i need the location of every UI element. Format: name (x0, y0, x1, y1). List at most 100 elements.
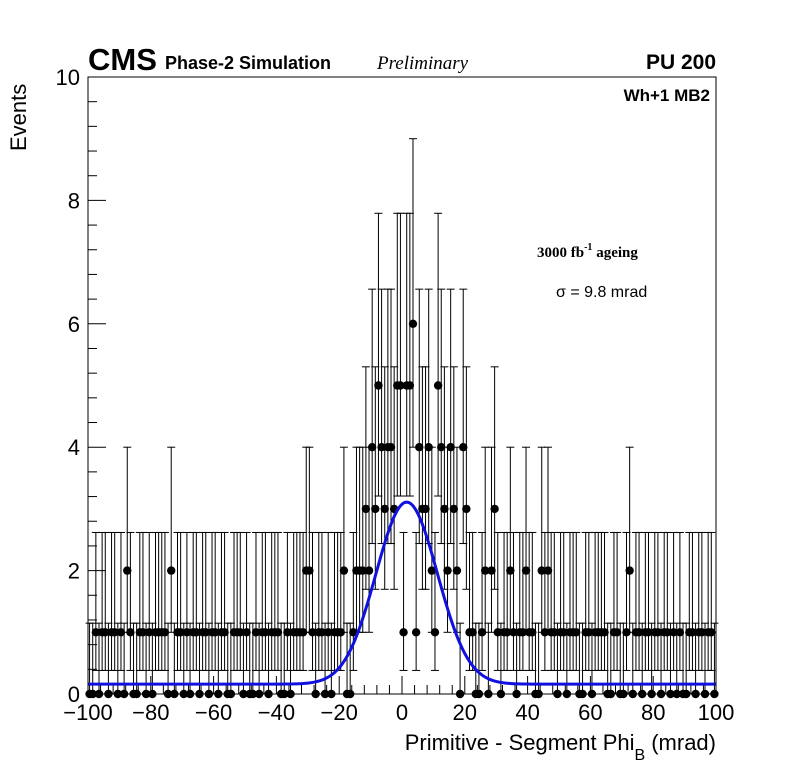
data-point (411, 628, 421, 637)
data-point (559, 628, 568, 637)
data-point (242, 628, 251, 637)
data-point (91, 628, 101, 637)
data-point (452, 566, 462, 575)
data-point (145, 628, 154, 637)
data-point (688, 628, 697, 637)
x-tick-label: −80 (132, 700, 169, 725)
preliminary-label: Preliminary (376, 53, 469, 74)
data-point (138, 628, 148, 637)
data-point (675, 628, 685, 637)
data-point (201, 628, 210, 637)
cms-label: CMS (88, 42, 157, 77)
data-point (273, 628, 283, 637)
data-point (415, 443, 424, 452)
x-tick-label: 40 (515, 700, 539, 725)
data-point (210, 628, 220, 637)
data-point (459, 443, 468, 452)
data-point (528, 628, 537, 637)
fit-curve (88, 500, 716, 686)
data-point (634, 628, 644, 637)
luminosity-label: 3000 fb-1 ageing (537, 242, 638, 261)
data-point (371, 504, 380, 514)
x-tick-label: −40 (258, 700, 295, 725)
y-tick-label: 8 (68, 188, 80, 213)
data-point (176, 628, 185, 637)
data-point (600, 628, 609, 637)
data-point (449, 504, 459, 514)
data-point (408, 319, 418, 328)
data-point (433, 381, 443, 390)
data-point (308, 628, 317, 637)
data-point (543, 566, 553, 575)
station-label: Wh+1 MB2 (624, 86, 710, 105)
data-point (437, 443, 446, 452)
y-tick-label: 2 (68, 559, 80, 584)
data-point (396, 381, 405, 390)
data-point (518, 628, 528, 637)
x-tick-label: 20 (453, 700, 477, 725)
x-axis-title: Primitive - Segment PhiB(mrad) (405, 730, 716, 764)
data-point (182, 628, 192, 637)
data-point (126, 628, 135, 637)
x-tick-label: 60 (578, 700, 602, 725)
data-point (192, 628, 201, 637)
data-point (101, 628, 110, 637)
data-point (644, 628, 653, 637)
data-point (336, 628, 345, 637)
data-point (110, 628, 119, 637)
data-point (380, 504, 389, 514)
data-point (669, 628, 678, 637)
x-tick-label: −20 (321, 700, 358, 725)
x-tick-label: −100 (63, 700, 113, 725)
data-point (374, 381, 383, 390)
data-point (367, 443, 377, 452)
data-point (298, 628, 308, 637)
data-point (468, 628, 477, 637)
data-point (358, 566, 367, 575)
x-tick-label: 0 (396, 700, 408, 725)
data-point (220, 628, 229, 637)
data-point (160, 628, 170, 637)
data-point (612, 628, 622, 637)
plot-frame (87, 76, 717, 695)
data-point (440, 504, 449, 514)
data-point (116, 628, 126, 637)
data-point (317, 628, 327, 637)
data-point (446, 443, 455, 452)
data-point (123, 566, 132, 575)
data-point (251, 628, 261, 637)
y-axis-title: Events (6, 84, 31, 151)
data-point (261, 628, 270, 637)
y-tick-label: 10 (56, 65, 80, 90)
y-tick-label: 0 (68, 682, 80, 707)
data-point (377, 443, 386, 452)
data-point (339, 566, 349, 575)
data-point (550, 628, 559, 637)
data-point (236, 628, 245, 637)
data-point (663, 628, 672, 637)
data-point (167, 566, 176, 575)
data-point (421, 504, 430, 514)
data-point (653, 628, 663, 637)
data-point (427, 566, 437, 575)
data-point (430, 628, 440, 637)
data-point (625, 566, 634, 575)
error-bars (85, 138, 719, 695)
data-point (509, 628, 518, 637)
data-point (364, 566, 374, 575)
data-point (399, 628, 408, 637)
pileup-label: PU 200 (646, 51, 716, 74)
data-point (481, 566, 490, 575)
y-tick-label: 6 (68, 312, 80, 337)
data-point (424, 443, 433, 452)
data-point (443, 566, 452, 575)
data-point (572, 628, 581, 637)
data-point (386, 443, 396, 452)
data-point (361, 504, 371, 514)
data-point (493, 628, 502, 637)
data-point (487, 566, 496, 575)
x-tick-label: −60 (195, 700, 232, 725)
data-point (521, 566, 531, 575)
data-point (540, 628, 550, 637)
